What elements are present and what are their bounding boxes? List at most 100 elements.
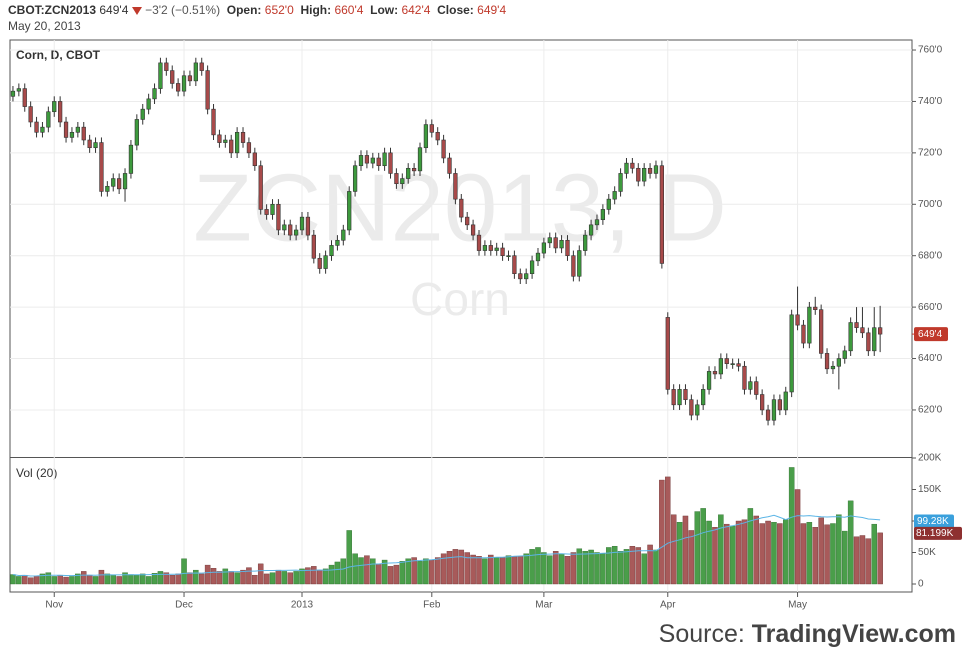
candle-body bbox=[760, 394, 765, 411]
volume-bar bbox=[434, 557, 441, 585]
volume-bar bbox=[629, 545, 636, 585]
volume-bar bbox=[399, 561, 406, 585]
low-value: 642'4 bbox=[401, 3, 431, 17]
candle-body bbox=[730, 363, 735, 365]
volume-ma-badge bbox=[914, 514, 954, 529]
candle-body bbox=[512, 255, 517, 274]
candle-body bbox=[872, 327, 877, 352]
candle-body bbox=[571, 255, 576, 277]
candle-body bbox=[801, 324, 806, 344]
chart-frame bbox=[9, 39, 913, 593]
candle-body bbox=[860, 327, 865, 334]
candle-body bbox=[358, 155, 364, 167]
candle-body bbox=[146, 98, 151, 110]
candle-body bbox=[323, 255, 328, 269]
volume-bar bbox=[747, 508, 754, 585]
candle-body bbox=[606, 198, 611, 210]
candle-body bbox=[435, 131, 440, 141]
open-value: 652'0 bbox=[264, 3, 294, 17]
candle-body bbox=[347, 191, 352, 231]
volume-bar bbox=[151, 573, 158, 585]
candle-body bbox=[382, 152, 387, 167]
candle-body bbox=[305, 216, 311, 236]
volume-bar bbox=[488, 554, 494, 585]
last-price-label: 649'4 bbox=[918, 329, 943, 340]
volume-bar bbox=[175, 573, 181, 585]
candle-body bbox=[583, 234, 588, 251]
volume-bar bbox=[16, 576, 22, 585]
candle-body bbox=[695, 404, 700, 416]
volume-bar bbox=[547, 555, 553, 585]
x-tick-label: Apr bbox=[660, 600, 676, 610]
volume-bar bbox=[104, 573, 111, 585]
candle-body bbox=[518, 273, 523, 280]
candle-body bbox=[577, 250, 582, 277]
volume-bar bbox=[777, 523, 783, 585]
candle-body bbox=[46, 111, 51, 128]
volume-bar bbox=[86, 574, 93, 585]
last-volume-badge bbox=[914, 526, 962, 540]
date: May 20, 2013 bbox=[8, 19, 81, 33]
candle-body bbox=[99, 142, 104, 192]
volume-bar bbox=[623, 549, 630, 585]
candle-body bbox=[494, 247, 499, 251]
volume-bar bbox=[517, 556, 524, 585]
candle-body bbox=[170, 70, 175, 84]
y-tick-label: 640'0 bbox=[918, 353, 943, 364]
volume-bar bbox=[305, 567, 311, 585]
volume-bar bbox=[470, 554, 476, 585]
volume-bar bbox=[405, 558, 411, 585]
candle-body bbox=[34, 121, 39, 133]
candle-body bbox=[417, 147, 423, 172]
candle-body bbox=[453, 173, 458, 200]
volume-bar bbox=[511, 556, 518, 585]
candle-body bbox=[771, 399, 777, 421]
volume-bar bbox=[759, 523, 765, 585]
y-tick-label: 700'0 bbox=[918, 199, 943, 210]
volume-bar bbox=[27, 577, 34, 585]
volume-bar bbox=[198, 573, 205, 585]
chart: ZCN2013, D Corn Corn, D, CBOT Vol (20) 6… bbox=[9, 39, 962, 610]
volume-bar bbox=[794, 489, 801, 585]
x-tick-label: May bbox=[788, 600, 807, 610]
candle-body bbox=[252, 152, 257, 167]
volume-bar bbox=[157, 571, 164, 585]
candle-body bbox=[152, 88, 157, 100]
candle-body bbox=[819, 309, 824, 354]
candle-body bbox=[553, 237, 558, 249]
candle-body bbox=[282, 224, 287, 231]
candle-body bbox=[866, 332, 871, 352]
volume-bar bbox=[446, 551, 453, 585]
low-label: Low: bbox=[370, 3, 399, 17]
candle-body bbox=[535, 252, 541, 262]
candle-body bbox=[836, 358, 841, 367]
volume-bar bbox=[411, 557, 417, 585]
y-tick-label: 740'0 bbox=[918, 96, 943, 107]
candle-body bbox=[352, 165, 358, 192]
candle-body bbox=[181, 75, 187, 92]
volume-bar bbox=[163, 572, 170, 585]
candle-body bbox=[317, 257, 322, 269]
candle-body bbox=[187, 75, 193, 82]
volume-bar bbox=[417, 561, 423, 585]
symbol: CBOT:ZCN2013 bbox=[8, 3, 97, 17]
candle-body bbox=[400, 178, 405, 185]
candle-body bbox=[677, 389, 682, 406]
y-tick-label: 620'0 bbox=[918, 405, 943, 416]
volume-bar bbox=[204, 564, 211, 585]
volume-bar bbox=[682, 515, 689, 585]
candle-body bbox=[441, 139, 446, 159]
volume-bar bbox=[334, 561, 341, 585]
candle-body bbox=[22, 88, 27, 107]
candle-body bbox=[565, 239, 570, 256]
volume-bar bbox=[800, 523, 807, 585]
volume-pane-title: Vol (20) bbox=[16, 466, 57, 480]
volume-bar bbox=[659, 479, 665, 585]
volume-bar bbox=[33, 575, 40, 585]
candle-body bbox=[854, 322, 859, 328]
volume-bar bbox=[169, 574, 175, 585]
volume-bar bbox=[21, 574, 28, 585]
volume-bar bbox=[98, 569, 105, 585]
candle-body bbox=[423, 124, 429, 149]
candle-body bbox=[335, 239, 340, 246]
